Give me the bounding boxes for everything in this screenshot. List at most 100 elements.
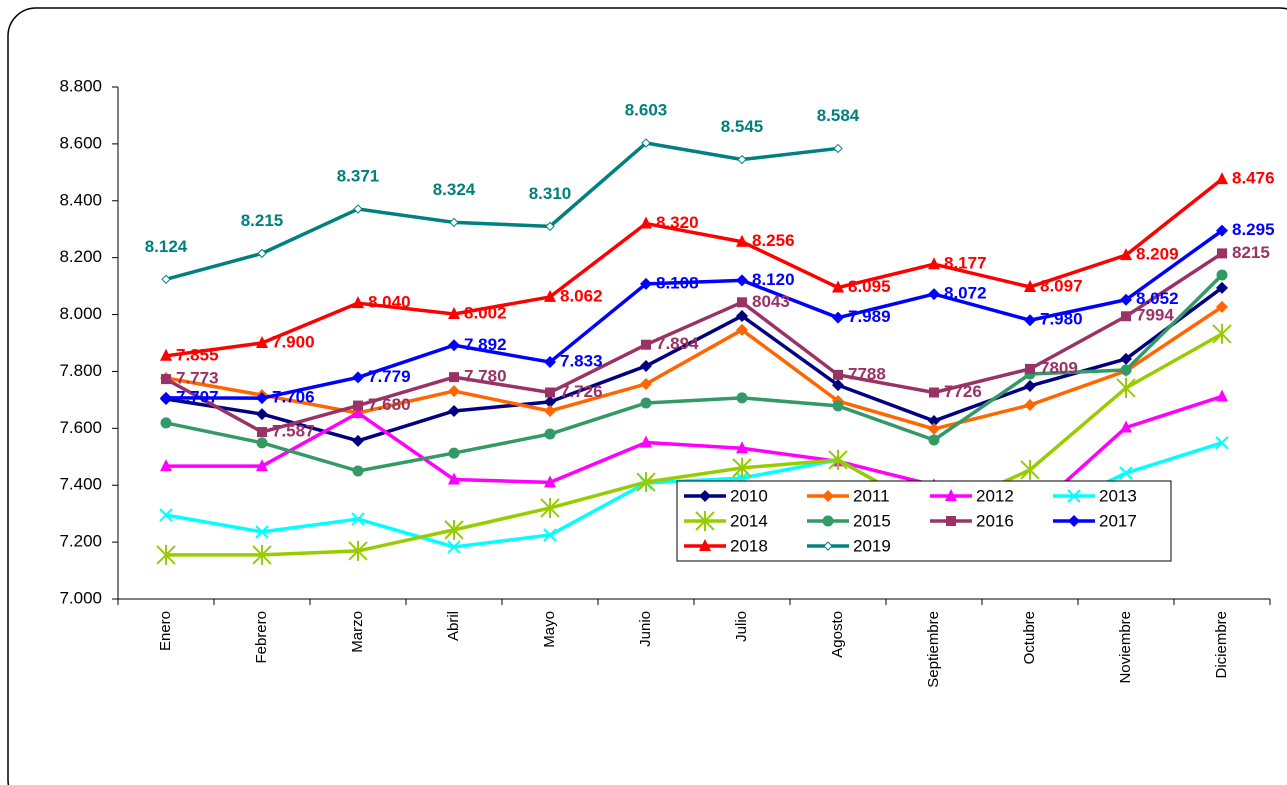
marker [928,288,940,301]
marker [1119,466,1133,480]
series-line [165,273,1224,473]
marker [448,447,460,459]
marker [160,459,172,472]
marker [641,339,651,350]
y-tick-label: 8.200 [59,247,102,266]
marker [160,391,172,404]
data-label: 8.124 [145,237,188,256]
marker [732,457,752,478]
data-label: 8.108 [656,273,699,292]
marker [161,274,171,284]
x-tick-label: Mayo [541,611,558,648]
marker [828,449,848,470]
legend-label: 2011 [853,486,890,505]
marker [544,404,556,417]
marker [1116,377,1136,398]
marker [1020,459,1040,480]
marker [1121,311,1131,322]
marker [929,387,939,398]
marker [1120,248,1132,261]
marker [448,385,460,398]
marker [353,400,363,411]
data-label: 8215 [1232,243,1270,262]
marker [695,511,715,531]
x-tick-label: Octubre [1021,611,1038,664]
marker [928,434,940,446]
marker [737,297,747,308]
marker [1120,293,1132,306]
marker [256,392,268,405]
marker [832,400,844,412]
marker [256,336,268,348]
data-label: 8.320 [656,213,699,232]
marker [1216,389,1228,402]
y-tick-label: 7.800 [59,361,102,380]
marker [736,274,748,287]
marker [448,404,460,417]
marker [257,427,267,438]
data-label: 8.072 [944,284,987,303]
marker [545,221,555,232]
series-line [165,251,1223,434]
data-label: 7.980 [1040,310,1083,329]
marker [255,525,269,539]
marker [444,519,464,540]
marker [540,497,560,518]
data-label: 7726 [944,382,982,401]
legend-label: 2018 [730,536,768,555]
marker [449,372,459,383]
marker [449,217,459,228]
y-tick-label: 8.800 [59,76,102,95]
data-label: 8043 [752,292,790,311]
chart-frame [7,7,1287,785]
data-label: 8.256 [752,231,795,250]
data-label: 8.120 [752,270,795,289]
marker [640,397,652,409]
marker [1212,323,1232,344]
marker [159,508,173,522]
marker [256,408,268,421]
marker [1025,363,1035,374]
marker [1216,172,1228,185]
legend-label: 2015 [853,511,891,530]
marker [544,289,556,302]
x-tick-label: Agosto [829,611,846,658]
marker [833,143,843,154]
series-line [166,332,1223,557]
data-label: 8.215 [241,211,284,230]
marker [1120,352,1132,365]
x-tick-label: Diciembre [1213,611,1230,679]
legend-label: 2010 [730,486,768,505]
data-label: 8.310 [529,184,572,203]
marker [640,216,652,229]
marker [640,360,652,373]
data-label: 7.892 [464,335,507,354]
data-label: 7.894 [656,334,699,353]
marker [1068,515,1080,527]
data-label: 8.371 [337,167,380,186]
marker [1120,364,1132,376]
x-tick-label: Marzo [349,611,366,653]
marker [736,392,748,404]
data-label: 8.002 [464,303,507,322]
legend-label: 2016 [976,511,1014,530]
marker [1067,489,1081,503]
marker [1216,281,1228,294]
marker [448,339,460,352]
marker [1216,269,1228,281]
data-label: 7.900 [272,332,315,351]
data-label: 8.324 [433,180,476,199]
marker [832,379,844,392]
marker [636,472,656,493]
marker [640,377,652,390]
marker [447,540,461,554]
marker [1120,420,1132,433]
data-label: 7.587 [272,422,315,441]
marker [544,395,556,408]
x-tick-label: Abril [445,611,462,641]
data-label: 7.780 [464,367,507,386]
series-line [165,141,839,281]
x-tick-label: Noviembre [1117,611,1134,684]
